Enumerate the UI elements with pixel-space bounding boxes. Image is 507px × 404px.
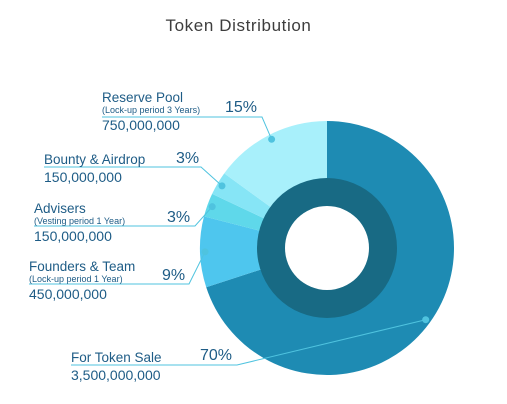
legend-name-founders-team: Founders & Team [29,259,136,274]
legend-note-advisers: (Vesting period 1 Year) [34,216,126,226]
label-reserve-pool: Reserve Pool (Lock-up period 3 Years) 75… [102,90,200,134]
legend-amount-token-sale: 3,500,000,000 [71,367,161,383]
percent-advisers: 3% [167,209,191,226]
percent-token-sale: 70% [200,347,233,364]
legend-name-token-sale: For Token Sale [71,350,162,365]
legend-amount-reserve-pool: 750,000,000 [102,117,180,133]
leader-line [29,251,206,285]
legend-name-reserve-pool: Reserve Pool [102,90,184,105]
legend-amount-advisers: 150,000,000 [34,228,112,244]
leader-line [102,116,273,140]
leader-line [71,319,426,366]
legend-note-founders-team: (Lock-up period 1 Year) [29,274,123,284]
legend-name-bounty-airdrop: Bounty & Airdrop [44,152,146,167]
label-advisers: Advisers (Vesting period 1 Year) 150,000… [34,201,125,245]
leader-line [44,166,223,187]
leader-dot [208,203,216,211]
leader-line [34,206,213,227]
chart-title: Token Distribution [165,16,312,35]
legend-note-reserve-pool: (Lock-up period 3 Years) [102,105,201,115]
center-hole [285,206,369,290]
legend-name-advisers: Advisers [34,201,86,216]
leader-dot [201,248,209,256]
legend-amount-bounty-airdrop: 150,000,000 [44,169,122,185]
percent-founders-team: 9% [162,267,186,284]
label-founders-team: Founders & Team (Lock-up period 1 Year) … [29,259,135,303]
leader-dot [422,316,430,324]
leader-lines [29,116,430,366]
label-bounty-airdrop: Bounty & Airdrop 150,000,000 [44,152,145,186]
percent-reserve-pool: 15% [225,99,258,116]
leader-dot [218,182,226,190]
label-token-sale: For Token Sale 3,500,000,000 [71,350,162,384]
legend-amount-founders-team: 450,000,000 [29,286,107,302]
leader-dot [268,135,276,143]
percent-bounty-airdrop: 3% [176,150,200,167]
